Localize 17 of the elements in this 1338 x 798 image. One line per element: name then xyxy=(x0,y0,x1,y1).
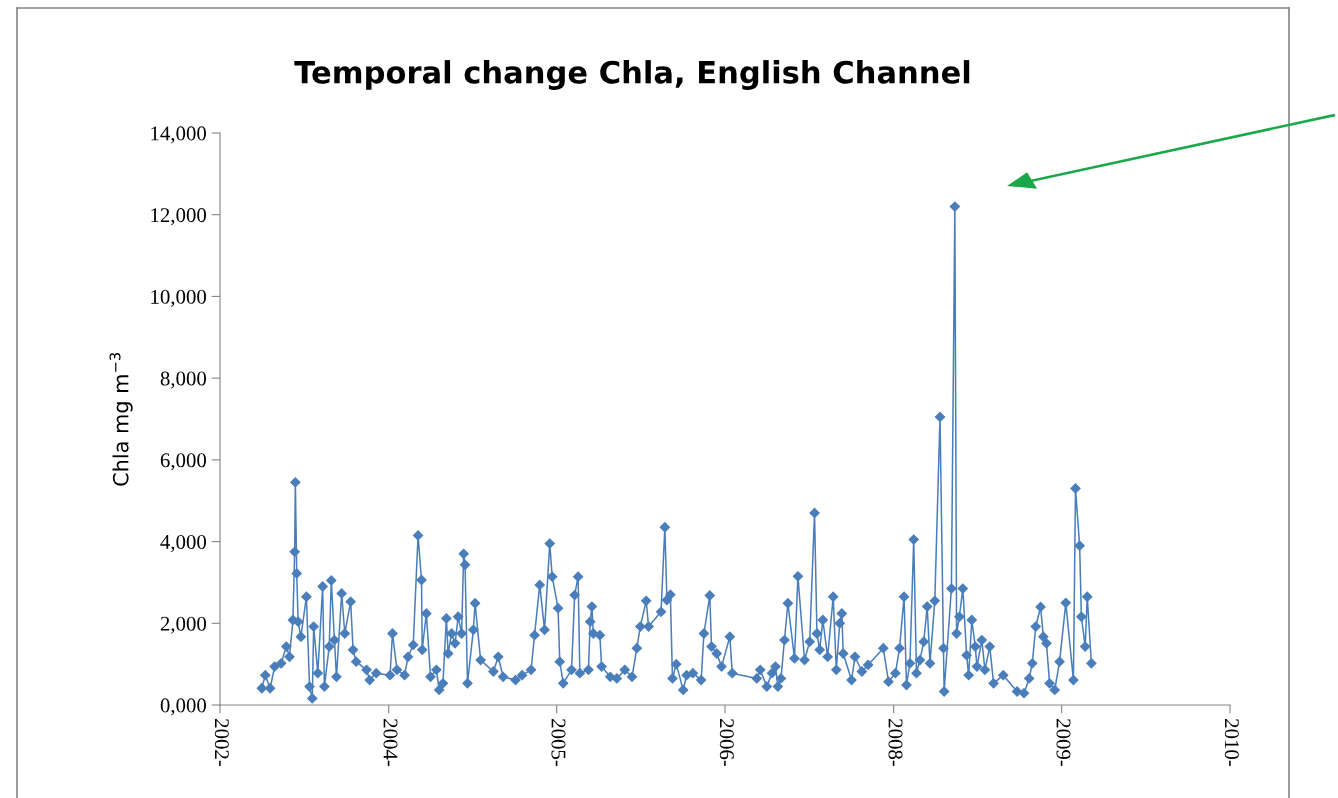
y-tick-label: 2,000 xyxy=(160,616,207,634)
chart-title: Temporal change Chla, English Channel xyxy=(294,60,970,90)
y-tick-label: 12,000 xyxy=(151,208,207,226)
y-tick-label: 14,000 xyxy=(151,126,207,144)
x-tick-label: 2008- xyxy=(888,719,903,767)
y-tick-label: 10,000 xyxy=(151,289,207,307)
x-tick-label: 2002- xyxy=(214,719,229,767)
x-tick-label: 2004- xyxy=(383,719,398,767)
x-tick-label: 2010- xyxy=(1224,719,1239,767)
x-tick-label: 2009- xyxy=(1056,719,1071,767)
y-tick-label: 8,000 xyxy=(160,371,207,389)
y-tick-label: 4,000 xyxy=(160,534,207,552)
x-tick-label: 2006- xyxy=(719,719,734,767)
y-axis-title: Chla mg m$^{−3}$ xyxy=(109,353,133,486)
y-tick-label: 6,000 xyxy=(160,453,207,471)
x-tick-label: 2005- xyxy=(551,719,566,767)
y-tick-label: 0,000 xyxy=(160,698,207,716)
